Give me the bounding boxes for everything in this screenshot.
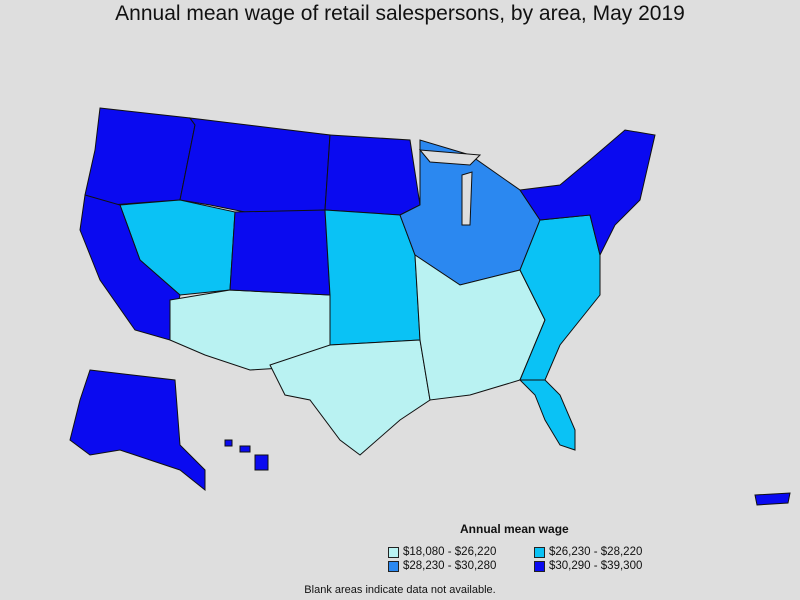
legend-swatch (534, 560, 545, 572)
legend-item: $18,080 - $26,220 (388, 546, 496, 558)
legend-swatch (534, 546, 545, 558)
region-texas (269, 339, 431, 456)
region-hawaii (224, 439, 269, 471)
region-alaska (69, 369, 206, 492)
region-pacific-northwest (84, 107, 196, 206)
lake-michigan (461, 171, 473, 226)
region-northeast (519, 129, 656, 257)
legend-item: $28,230 - $30,280 (388, 560, 496, 572)
legend-item: $30,290 - $39,300 (534, 560, 642, 572)
legend-label: $28,230 - $30,280 (403, 560, 497, 572)
legend-label: $18,080 - $26,220 (403, 546, 497, 558)
map-title: Annual mean wage of retail salespersons,… (115, 2, 685, 25)
data-note: Blank areas indicate data not available. (304, 584, 496, 596)
region-north-central (324, 134, 421, 216)
legend-title: Annual mean wage (460, 522, 569, 536)
legend-swatch (388, 560, 399, 572)
great-lakes (418, 149, 482, 226)
legend-label: $26,230 - $28,220 (549, 546, 643, 558)
legend-swatch (388, 546, 399, 558)
region-northern-rockies (179, 117, 331, 216)
region-puerto-rico (754, 492, 791, 506)
region-colorado (229, 209, 331, 296)
legend-item: $26,230 - $28,220 (534, 546, 642, 558)
legend-label: $30,290 - $39,300 (549, 560, 643, 572)
region-florida (518, 379, 576, 451)
lake-superior (418, 149, 482, 166)
